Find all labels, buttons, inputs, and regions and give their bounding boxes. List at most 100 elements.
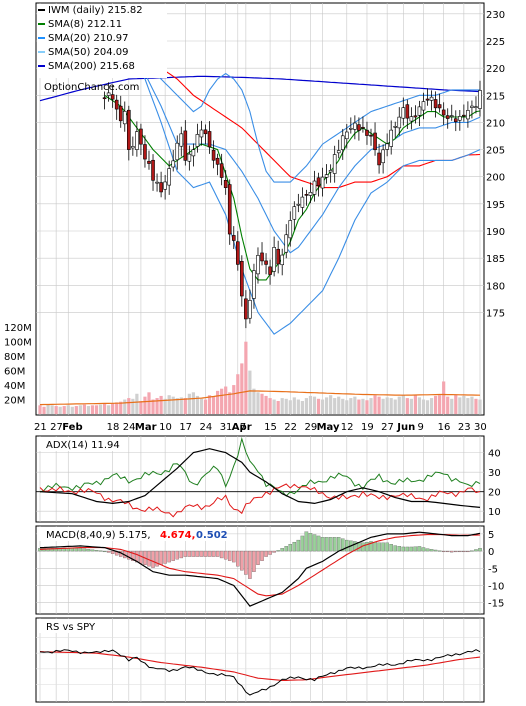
candle-body [199, 129, 204, 138]
macd-histogram-bar [110, 550, 115, 554]
volume-bar [175, 398, 179, 414]
price-y-tick-label: 230 [486, 10, 505, 21]
volume-bar [220, 388, 224, 414]
volume-bar [413, 395, 418, 414]
macd-histogram-bar [264, 550, 268, 557]
price-y-tick-label: 220 [486, 64, 505, 75]
candle-body [131, 146, 135, 149]
volume-bar [147, 392, 151, 414]
macd-histogram-bar [240, 550, 244, 571]
macd-histogram-bar [284, 546, 288, 552]
sma20-line [128, 46, 481, 254]
volume-bar [292, 397, 296, 414]
volume-bar [341, 398, 345, 414]
candle-body [397, 116, 402, 129]
x-tick-label: 30 [474, 422, 487, 433]
macd-panel: 5 0 -5 -10 -15 MACD(8,40,9) 5.175, 4.674, 0.… [35, 525, 504, 615]
price-y-tick-label: 215 [486, 91, 505, 102]
macd-histogram-bar [252, 550, 256, 572]
volume-bar [312, 396, 317, 414]
macd-histogram-bar [227, 550, 232, 561]
x-tick-label: 27 [381, 422, 394, 433]
macd-histogram-bar [272, 550, 276, 553]
volume-bar [90, 405, 95, 414]
macd-histogram-bar [449, 550, 454, 553]
candle-body [453, 118, 458, 122]
volume-bar [320, 399, 325, 414]
macd-histogram-bar [171, 550, 175, 561]
candle-body [300, 196, 305, 208]
candle-body [393, 126, 398, 128]
volume-bar [159, 395, 163, 414]
volume-bar [329, 395, 333, 414]
volume-bar [115, 402, 119, 414]
legend-entry: SMA(20) 210.97 [48, 33, 129, 44]
macd-histogram-bar [413, 546, 418, 552]
sma8-line [104, 94, 481, 281]
adx-minus-di-line [39, 483, 481, 518]
volume-bar [42, 406, 46, 414]
adx-plus-di-line [39, 436, 481, 497]
volume-bar [466, 398, 470, 414]
candle-body [187, 153, 192, 162]
macd-histogram-bar [256, 550, 260, 565]
volume-bar [248, 370, 252, 414]
candle-body [276, 248, 280, 265]
volume-bar [409, 398, 413, 414]
rs-label: RS vs SPY [46, 622, 96, 633]
legend-background [37, 4, 167, 78]
volume-bar [264, 395, 268, 414]
price-y-tick-label: 210 [486, 118, 505, 129]
macd-histogram-bar [328, 537, 333, 552]
macd-histogram-bar [437, 550, 442, 552]
volume-bar [446, 396, 450, 414]
volume-bar [240, 363, 244, 414]
macd-histogram-bar [268, 550, 272, 555]
price-y-tick-label: 195 [486, 200, 505, 211]
candle-body [316, 177, 321, 187]
x-tick-label: 18 [107, 422, 120, 433]
volume-bar [470, 396, 474, 414]
candle-body [231, 235, 236, 241]
macd-y-axis: 5 0 -5 -10 -15 [488, 530, 504, 610]
macd-histogram-bar [393, 545, 397, 552]
rs-panel-frame [35, 617, 485, 703]
candles [102, 80, 482, 329]
volume-bar [454, 394, 458, 414]
candle-body [171, 160, 176, 168]
candle-body [106, 92, 111, 96]
macd-histogram-bar [167, 550, 171, 563]
macd-histogram-bar [211, 550, 216, 557]
candle-body [445, 115, 450, 119]
candle-body [159, 182, 163, 193]
price-series [39, 46, 481, 335]
volume-bar [119, 401, 123, 414]
macd-histogram-bar [179, 550, 184, 559]
macd-label-box [37, 527, 227, 541]
macd-histogram-bar [74, 548, 79, 552]
volume-y-tick-label: 20M [4, 396, 25, 407]
sma50-line [128, 51, 481, 189]
macd-line [39, 531, 481, 607]
candle-body [340, 135, 345, 150]
candle-body [429, 96, 434, 101]
volume-bar [54, 406, 58, 414]
volume-bar [70, 406, 74, 414]
volume-bar [66, 405, 70, 414]
volume-bar [155, 398, 159, 414]
macd-histogram-bar [207, 550, 212, 557]
candle-body [215, 157, 220, 165]
macd-histogram-bar [300, 535, 305, 552]
volume-bar [365, 400, 369, 414]
volume-bar [260, 393, 264, 414]
price-y-tick-label: 180 [486, 281, 505, 292]
volume-bar [349, 398, 353, 414]
volume-bar [78, 405, 82, 414]
macd-histogram-bar [195, 550, 200, 557]
rs-panel: RS vs SPY [35, 617, 485, 703]
candle-body [421, 101, 426, 111]
volume-bar [191, 392, 195, 414]
adx-label-box [37, 437, 123, 451]
macd-histogram-bar [454, 550, 458, 553]
